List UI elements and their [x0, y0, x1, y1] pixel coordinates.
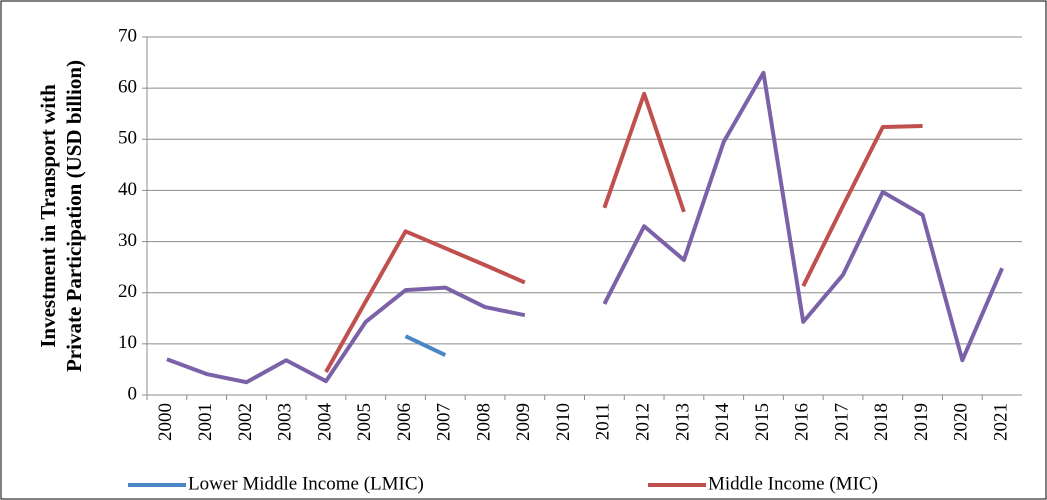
x-tick-label: 2007 [434, 403, 455, 441]
x-tick-label: 2015 [752, 403, 773, 441]
x-tick-label: 2005 [354, 403, 375, 441]
y-axis-title: Investment in Transport with [36, 84, 60, 348]
series-line [324, 91, 923, 373]
x-tick-label: 2008 [473, 403, 494, 441]
y-tick-label: 20 [118, 281, 137, 302]
legend-label: Lower Middle Income (LMIC) [188, 473, 424, 494]
x-tick-label: 2006 [394, 403, 415, 441]
x-tick-label: 2011 [593, 403, 614, 440]
x-tick-label: 2013 [672, 403, 693, 441]
x-tick-label: 2020 [951, 403, 972, 441]
x-tick-label: 2002 [235, 403, 256, 441]
y-tick-label: 60 [118, 77, 137, 98]
x-tick-label: 2004 [314, 403, 335, 442]
x-tick-label: 2021 [990, 403, 1011, 441]
x-tick-label: 2012 [633, 403, 654, 441]
x-tick-label: 2017 [831, 403, 852, 441]
legend-label: Middle Income (MIC) [708, 473, 878, 494]
y-tick-label: 50 [118, 128, 137, 149]
x-tick-label: 2001 [195, 403, 216, 441]
x-tick-label: 2000 [155, 403, 176, 441]
y-tick-label: 70 [118, 25, 137, 46]
y-tick-label: 40 [118, 179, 137, 200]
x-tick-label: 2019 [911, 403, 932, 441]
x-tick-label: 2003 [275, 403, 296, 441]
series-line [166, 70, 1004, 385]
y-tick-label: 10 [118, 332, 137, 353]
series-line [404, 334, 447, 357]
x-tick-label: 2018 [871, 403, 892, 441]
x-tick-label: 2010 [553, 403, 574, 441]
x-tick-label: 2014 [712, 403, 733, 442]
x-tick-label: 2016 [792, 403, 813, 441]
y-tick-label: 30 [118, 230, 137, 251]
x-tick-label: 2009 [513, 403, 534, 441]
y-tick-label: 0 [128, 383, 138, 404]
y-axis-title: Private Participation (USD billion) [62, 60, 86, 372]
